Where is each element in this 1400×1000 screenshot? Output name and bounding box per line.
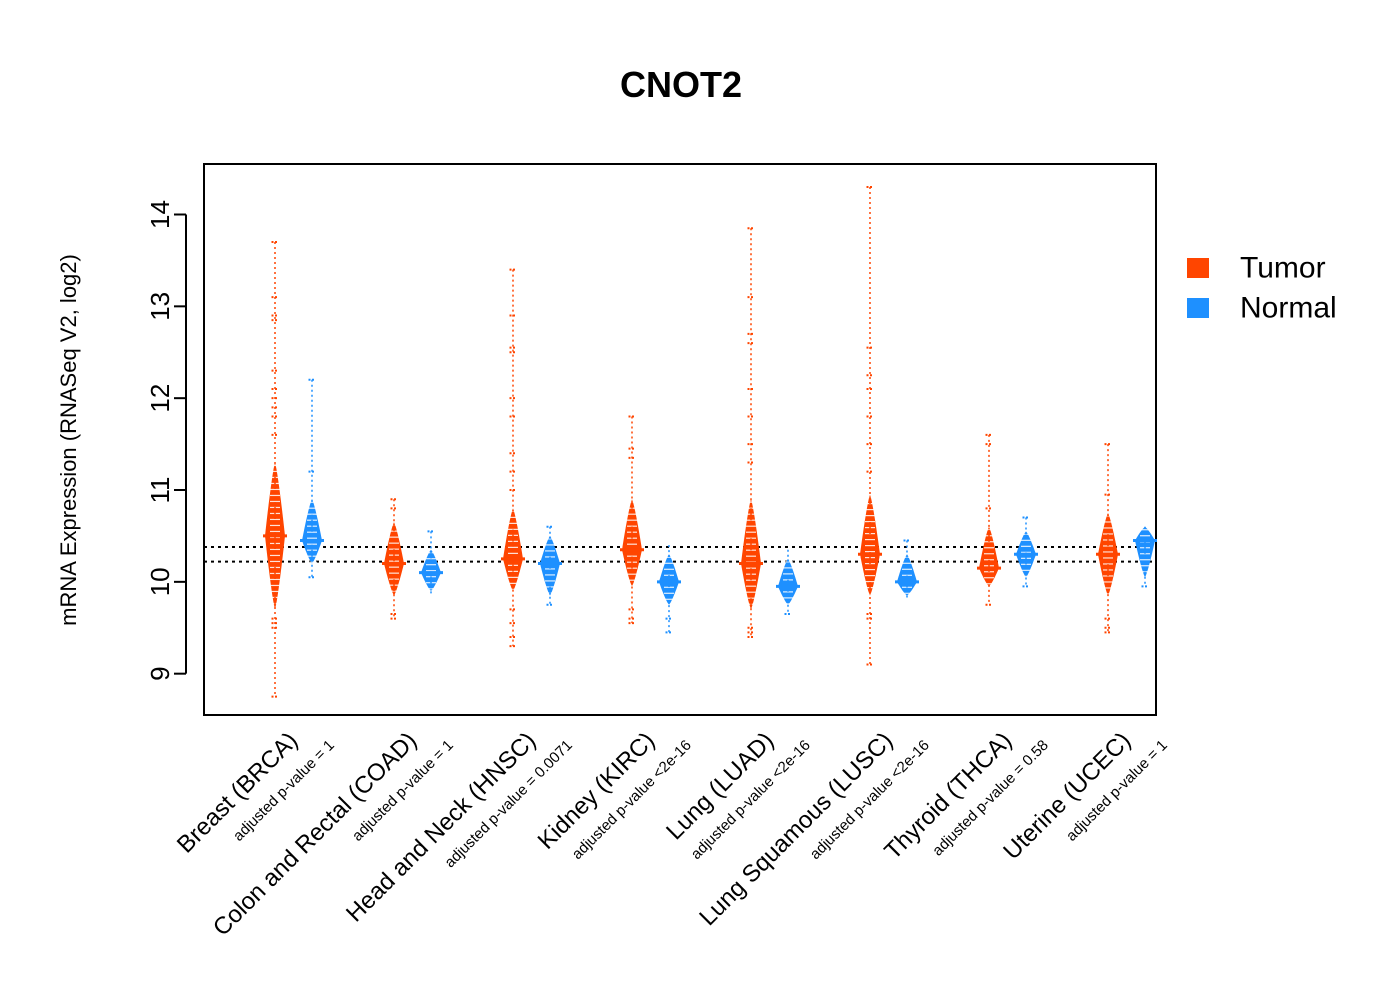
legend-label-normal: Normal xyxy=(1240,292,1337,325)
bean-normal xyxy=(1014,516,1038,588)
y-tick-label: 11 xyxy=(145,477,175,504)
bean-tumor xyxy=(977,433,1001,606)
bean-density xyxy=(384,522,404,596)
plot-frame xyxy=(203,163,1157,716)
legend-label-tumor: Tumor xyxy=(1240,252,1326,285)
y-tick-label: 12 xyxy=(145,384,175,413)
bean-normal xyxy=(419,530,443,596)
bean-normal xyxy=(300,378,324,579)
legend-swatch-tumor xyxy=(1187,258,1209,278)
y-tick-label: 10 xyxy=(145,567,175,596)
y-axis: 9 10 11 12 13 14 xyxy=(145,200,187,681)
y-axis-label: mRNA Expression (RNASeq V2, log2) xyxy=(56,254,81,626)
bean-normal xyxy=(895,539,919,601)
bean-normal xyxy=(538,525,562,606)
bean-group xyxy=(263,185,1157,698)
bean-normal xyxy=(1133,526,1157,588)
y-tick-label: 9 xyxy=(145,666,175,680)
bean-tumor xyxy=(501,268,525,648)
bean-tumor xyxy=(382,498,406,620)
bean-tumor xyxy=(620,415,644,625)
y-tick-label: 14 xyxy=(145,200,175,229)
bean-tumor xyxy=(858,185,882,666)
legend-swatch-normal xyxy=(1187,298,1209,318)
bean-normal xyxy=(657,545,681,634)
legend: Tumor Normal xyxy=(1187,252,1337,325)
y-tick-label: 13 xyxy=(145,292,175,321)
bean-tumor xyxy=(1096,443,1120,634)
bean-tumor xyxy=(739,227,763,638)
chart-title: CNOT2 xyxy=(620,64,742,105)
bean-tumor xyxy=(263,241,287,698)
reference-lines xyxy=(204,545,1156,563)
bean-density xyxy=(659,554,679,605)
bean-density xyxy=(778,558,798,605)
bean-normal xyxy=(776,549,800,615)
